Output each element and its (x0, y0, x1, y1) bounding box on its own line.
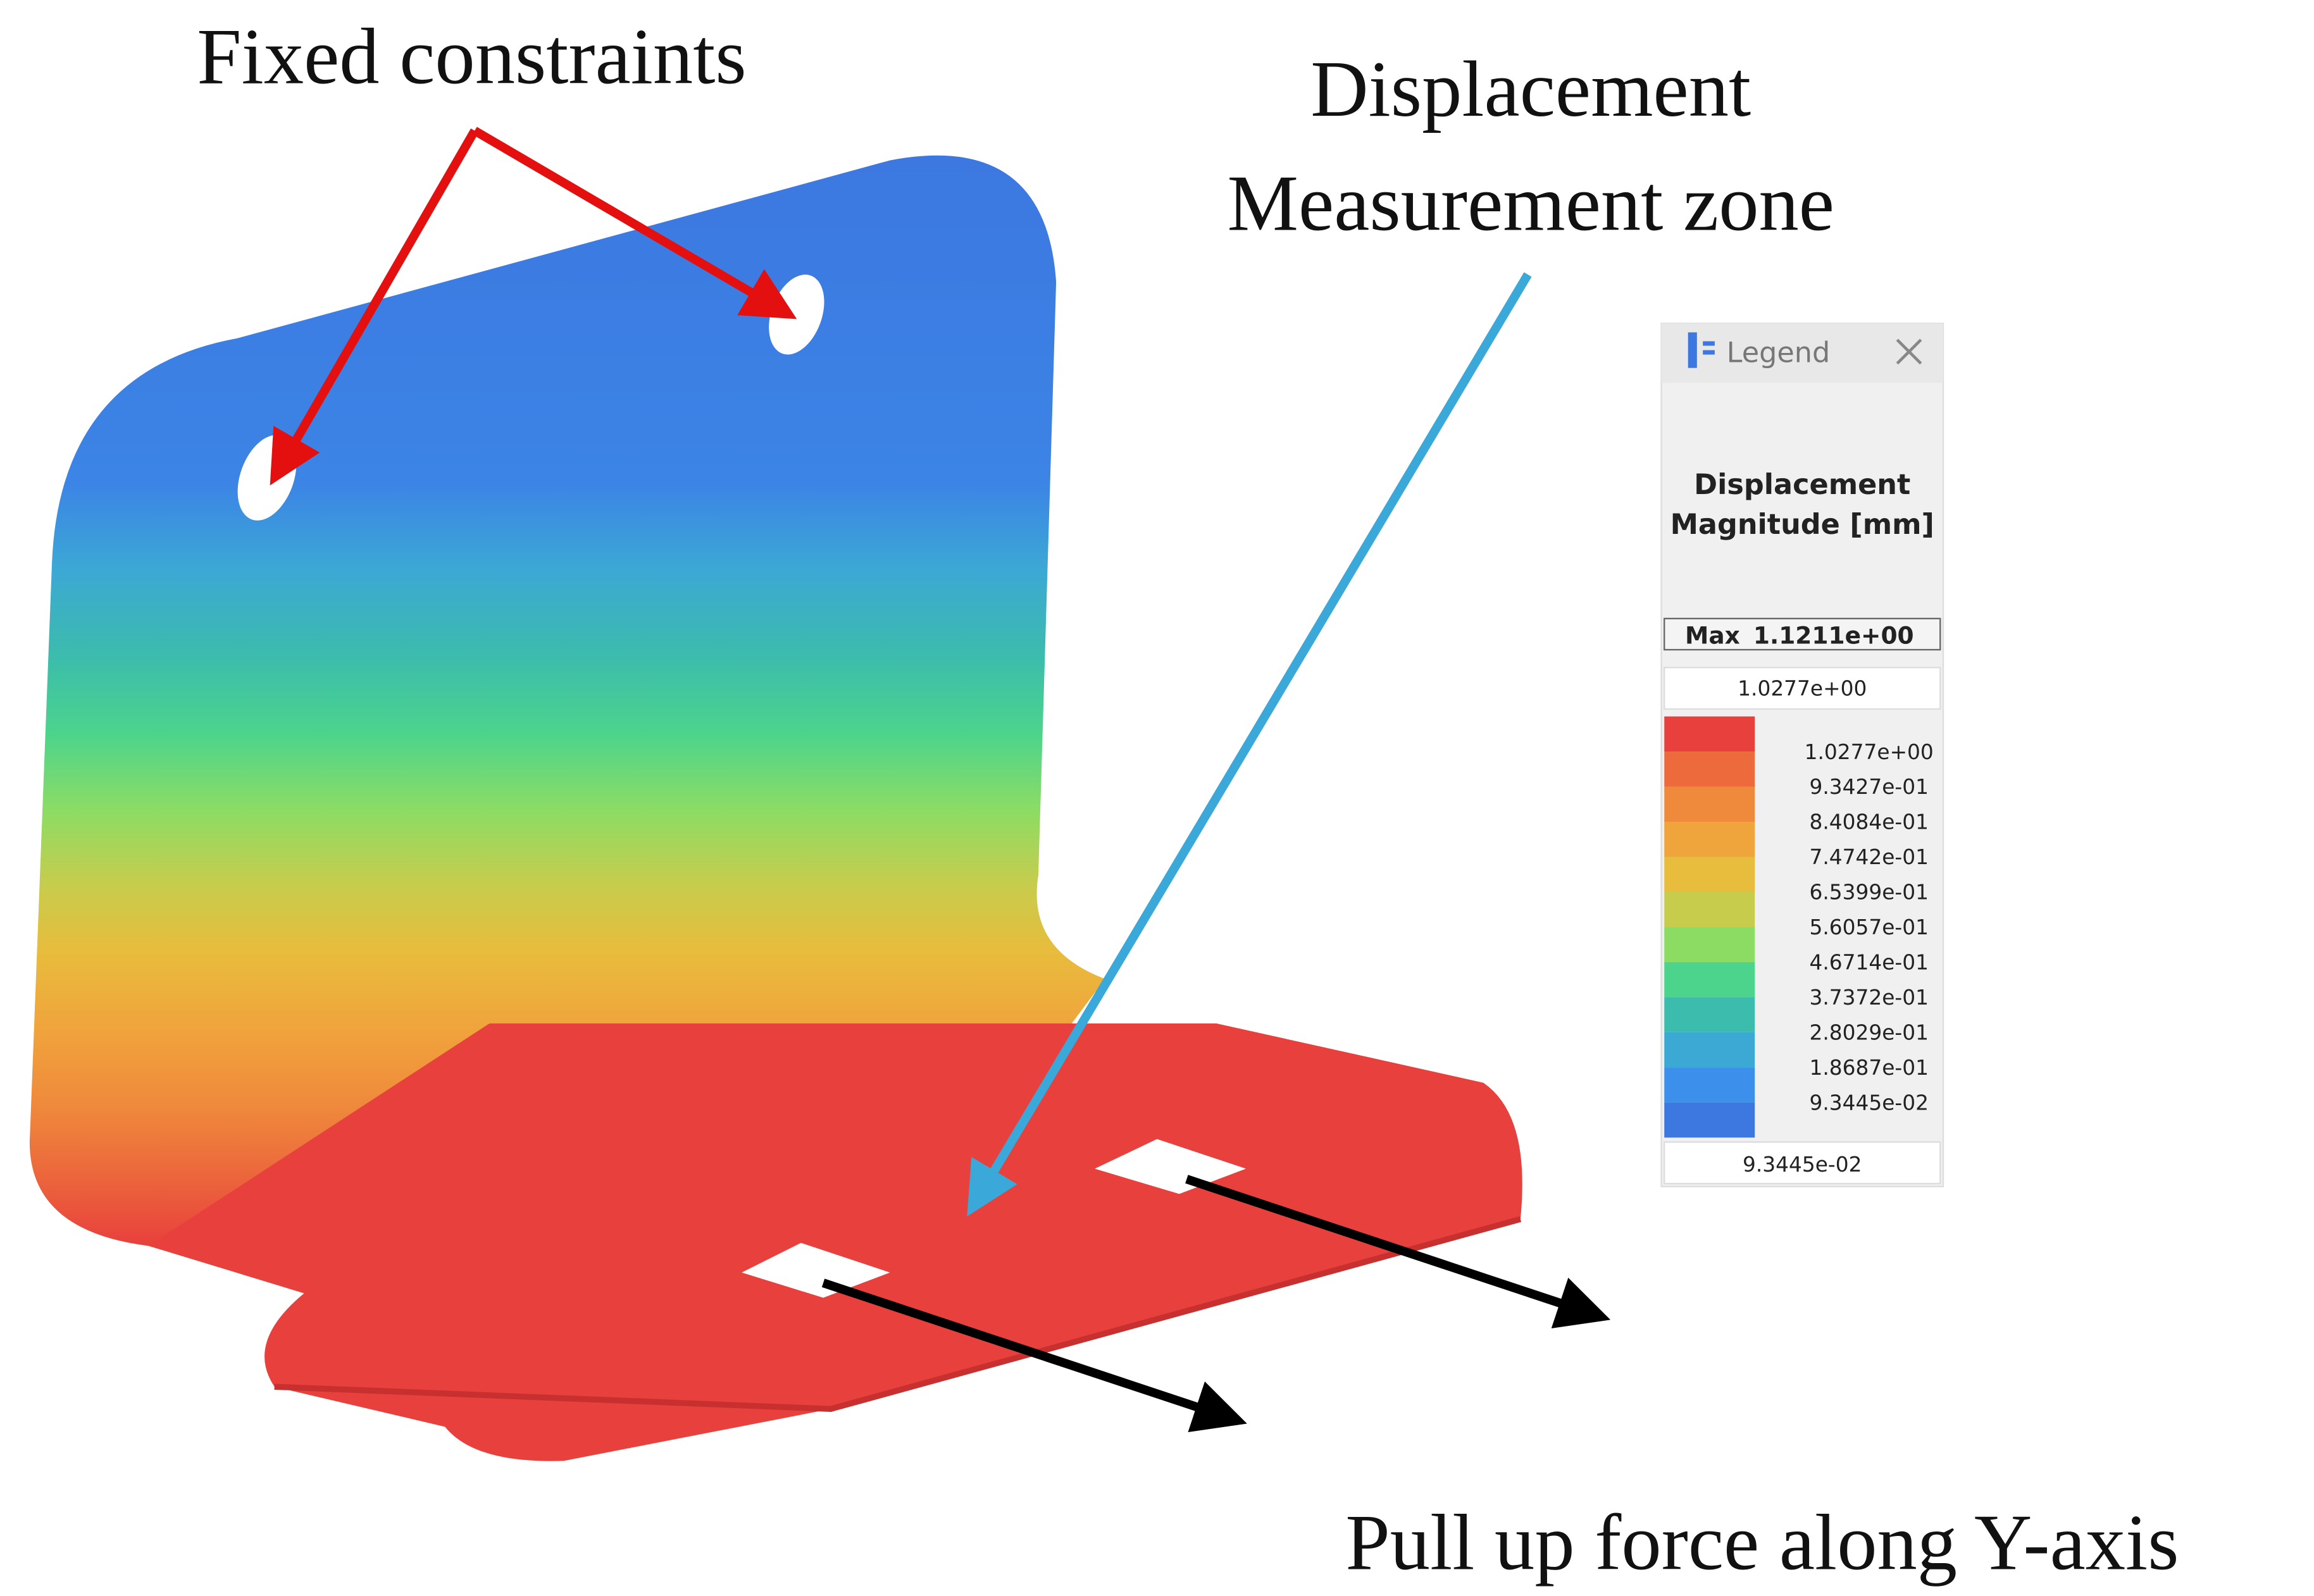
arrows (270, 127, 1611, 1432)
legend-tick-label: 6.5399e-01 (1809, 881, 1929, 905)
close-button[interactable] (1896, 338, 1922, 365)
bracket-model (29, 155, 1522, 1461)
legend-tick-label: 8.4084e-01 (1809, 810, 1929, 834)
legend-tick-label: 7.4742e-01 (1809, 845, 1929, 869)
max-label: Max (1685, 622, 1740, 650)
top-value: 1.0277e+00 (1738, 677, 1867, 701)
legend-tick-label: 1.8687e-01 (1809, 1056, 1929, 1080)
annotation: Measurement zone (1228, 159, 1834, 248)
color-swatch (1664, 857, 1755, 892)
legend-tick-label: 1.0277e+00 (1805, 740, 1934, 764)
legend-panel: Legend Displacement Magnitude [mm] Max 1… (1660, 323, 1944, 1187)
color-swatch (1664, 1102, 1755, 1138)
color-swatch (1664, 752, 1755, 787)
bottom-value: 9.3445e-02 (1743, 1153, 1862, 1177)
legend-tick-label: 3.7372e-01 (1809, 986, 1929, 1010)
color-swatch (1664, 962, 1755, 998)
color-swatch (1664, 786, 1755, 822)
annotation: Pull up force along Y-axis (1345, 1499, 2179, 1587)
legend-title: Magnitude [mm] (1670, 508, 1934, 541)
color-swatch (1664, 1032, 1755, 1068)
color-swatch (1664, 1067, 1755, 1103)
legend-icon (1688, 332, 1715, 368)
legend-header: Legend (1727, 336, 1831, 369)
legend-tick-label: 2.8029e-01 (1809, 1021, 1929, 1045)
annotation: Displacement (1310, 45, 1751, 133)
legend-title: Displacement (1694, 468, 1910, 501)
legend-tick-label: 5.6057e-01 (1809, 915, 1929, 939)
annotation: Fixed constraints (197, 13, 746, 101)
legend-tick-label: 9.3427e-01 (1809, 775, 1929, 799)
color-swatch (1664, 822, 1755, 857)
color-swatch (1664, 891, 1755, 927)
color-swatch (1664, 716, 1755, 752)
legend-tick-label: 9.3445e-02 (1809, 1091, 1929, 1115)
legend-tick-label: 4.6714e-01 (1809, 951, 1929, 975)
color-swatch (1664, 997, 1755, 1032)
max-value: 1.1211e+00 (1753, 622, 1914, 650)
color-swatch (1664, 927, 1755, 962)
